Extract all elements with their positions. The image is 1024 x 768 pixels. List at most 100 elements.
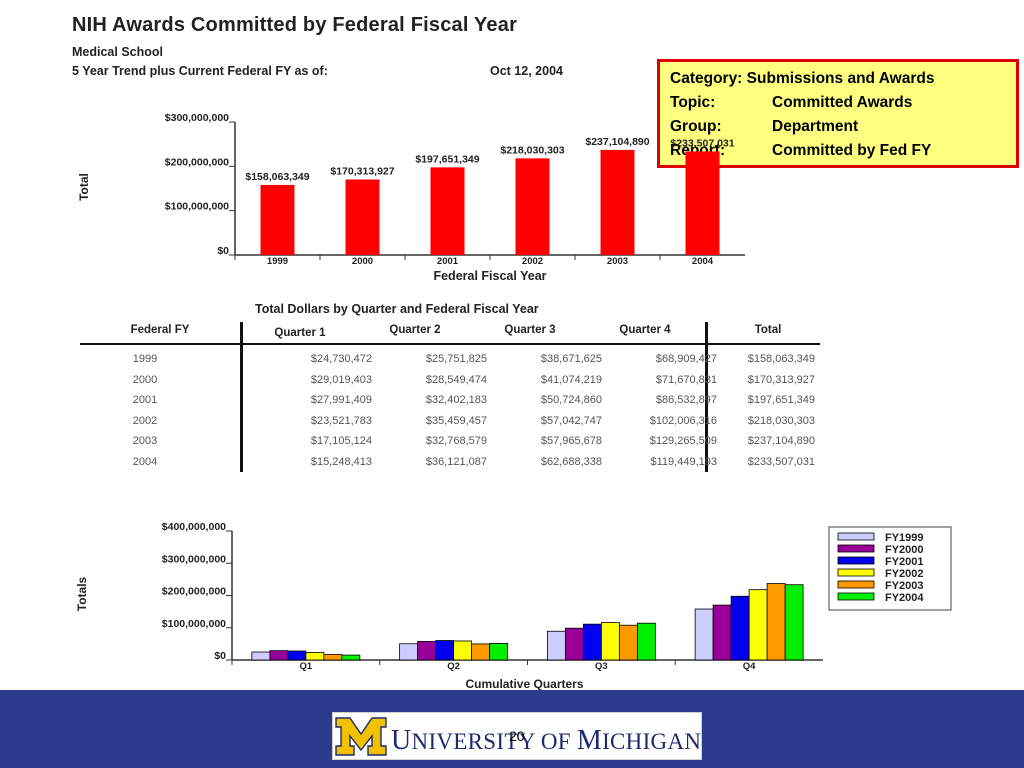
x-tick-label: 2003 [607,256,628,267]
bar-q1-fy2000 [269,650,289,661]
bar-fy-2002 [515,158,550,255]
y-tick-label: $400,000,000 [162,521,226,533]
x-axis-title: Federal Fiscal Year [433,269,546,283]
bar-fy-2004 [685,151,720,255]
bar-fy-2001 [430,167,465,255]
table-cell: $233,507,031 [747,455,815,468]
block-m-icon [335,717,387,756]
legend-swatch-fy2002 [837,568,875,577]
table-cell: $35,459,457 [425,414,487,427]
table-cell: $32,402,183 [425,394,487,406]
x-tick-label: Q4 [743,661,756,672]
table-cell: $25,751,825 [425,353,487,365]
table-cell: $218,030,303 [747,414,815,427]
category-label: Category: [670,70,743,87]
table-cell: $197,651,349 [747,394,815,406]
table-cell: $86,532,897 [655,394,717,406]
bar-data-label: $197,651,349 [415,153,479,165]
table-cell: $41,074,219 [540,373,602,386]
table-cell: $15,248,413 [310,455,372,468]
bar-q1-fy2003 [323,654,343,661]
bar-fy-1999 [260,184,295,255]
bar-q2-fy2002 [453,640,473,661]
legend-label: FY2004 [885,592,924,604]
y-axis-title: Total [77,173,91,201]
report-subtitle: Medical School [72,45,163,59]
quarter-dollars-table: Federal FY Quarter 1 Quarter 2 Quarter 3 Qua… [80,320,820,475]
table-cell: $28,549,474 [425,373,487,386]
table-cell: $32,768,579 [425,435,487,447]
legend-label: FY2001 [885,556,924,568]
bar-q3-fy2001 [582,623,602,661]
y-tick-label: $200,000,000 [162,586,226,598]
table-cell: $170,313,927 [747,373,815,386]
y-tick-label: $200,000,000 [165,156,229,168]
bar-q4-fy2002 [748,589,768,661]
table-cell: 2003 [132,435,158,447]
table-cell: $57,965,678 [540,435,602,447]
bar-q1-fy1999 [251,651,271,661]
legend-swatch-fy2001 [837,556,875,565]
table-cell: $17,105,124 [310,435,372,447]
bar-q3-fy2003 [618,624,638,661]
as-of-date: Oct 12, 2004 [490,64,563,78]
legend-label: FY2002 [885,568,924,580]
table-cell: 2004 [132,455,158,468]
bar-q2-fy2004 [489,643,509,661]
bar-q2-fy2003 [471,643,491,661]
bar-fy-2000 [345,179,380,255]
table-cell: $38,671,625 [540,353,602,365]
cumulative-quarters-chart: $0 $100,000,000 $200,000,000 $300,000,000 $4… [75,521,952,691]
university-logo: UNIVERSITY OF MICHIGAN [332,712,702,760]
table-header-cell: Federal FY [130,324,190,336]
table-header-rule [80,343,820,345]
bar-q2-fy2000 [417,641,437,661]
table-title: Total Dollars by Quarter and Federal Fis… [255,302,539,316]
bar-data-label: $170,313,927 [330,165,394,177]
category-value: Submissions and Awards [746,70,935,87]
table-cell: $57,042,747 [540,414,602,427]
info-row-group: Group: Department [670,115,1016,139]
table-header-cell: Quarter 4 [619,324,671,336]
table-header-cell: Quarter 2 [389,324,441,336]
y-tick-label: $300,000,000 [165,112,229,124]
table-cell: $102,006,316 [649,414,717,427]
table-header-cell: Quarter 3 [504,324,556,336]
bar-data-label: $158,063,349 [245,171,309,183]
table-cell: $119,449,193 [650,455,717,468]
legend-label: FY1999 [885,532,924,544]
table-divider-right [705,322,708,472]
table-cell: $129,265,509 [649,435,717,447]
x-tick-label: 2004 [692,256,714,267]
legend-label: FY2003 [885,580,924,592]
bar-q4-fy2001 [730,595,750,661]
table-cell: 1999 [132,353,158,365]
table-cell: $71,670,831 [655,373,717,386]
topic-value: Committed Awards [772,94,913,111]
x-tick-label: Q3 [595,661,608,672]
bar-q4-fy2003 [766,583,786,661]
x-tick-label: 2001 [437,256,459,267]
legend-swatch-fy2003 [837,580,875,589]
report-info-box: Category: Submissions and Awards Topic: C… [657,59,1019,168]
table-cell: 2002 [132,414,158,427]
y-axis-title: Totals [75,576,89,611]
table-divider-left [240,322,243,472]
topic-label: Topic: [670,94,716,111]
x-tick-label: Q2 [447,661,460,672]
bar-q2-fy2001 [435,640,455,661]
group-label: Group: [670,118,722,135]
legend-label: FY2000 [885,544,924,556]
bar-q1-fy2004 [341,654,361,661]
table-cell: $24,730,472 [310,353,372,365]
bar-data-label: $218,030,303 [500,144,564,156]
bar-q3-fy2004 [636,622,656,661]
bar-data-label: $237,104,890 [585,136,649,148]
y-tick-label: $0 [217,245,229,257]
bar-q3-fy2000 [564,627,584,661]
fiscal-year-bar-chart: $0 $100,000,000 $200,000,000 $300,000,000 $1… [77,112,745,283]
legend-swatch-fy1999 [837,532,875,541]
bar-q4-fy2004 [784,584,804,661]
report-value: Committed by Fed FY [772,142,932,159]
table-cell: $237,104,890 [747,435,815,447]
